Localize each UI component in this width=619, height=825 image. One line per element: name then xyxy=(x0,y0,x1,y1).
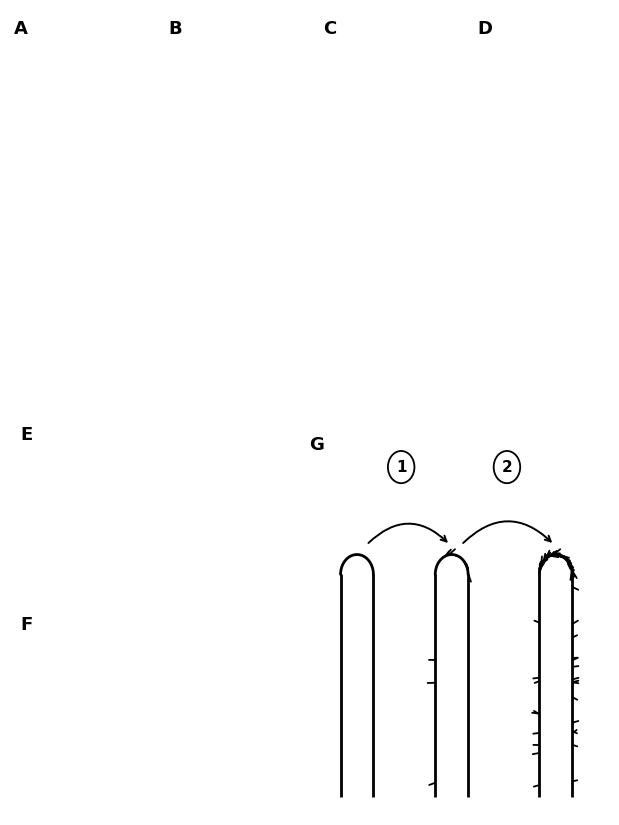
Text: A: A xyxy=(14,21,27,38)
Text: 2: 2 xyxy=(501,460,513,474)
Text: E: E xyxy=(20,426,33,444)
Text: D: D xyxy=(478,21,493,38)
Text: F: F xyxy=(20,616,33,634)
Text: G: G xyxy=(310,436,324,455)
Text: C: C xyxy=(323,21,336,38)
Text: 1: 1 xyxy=(396,460,407,474)
Text: B: B xyxy=(168,21,182,38)
